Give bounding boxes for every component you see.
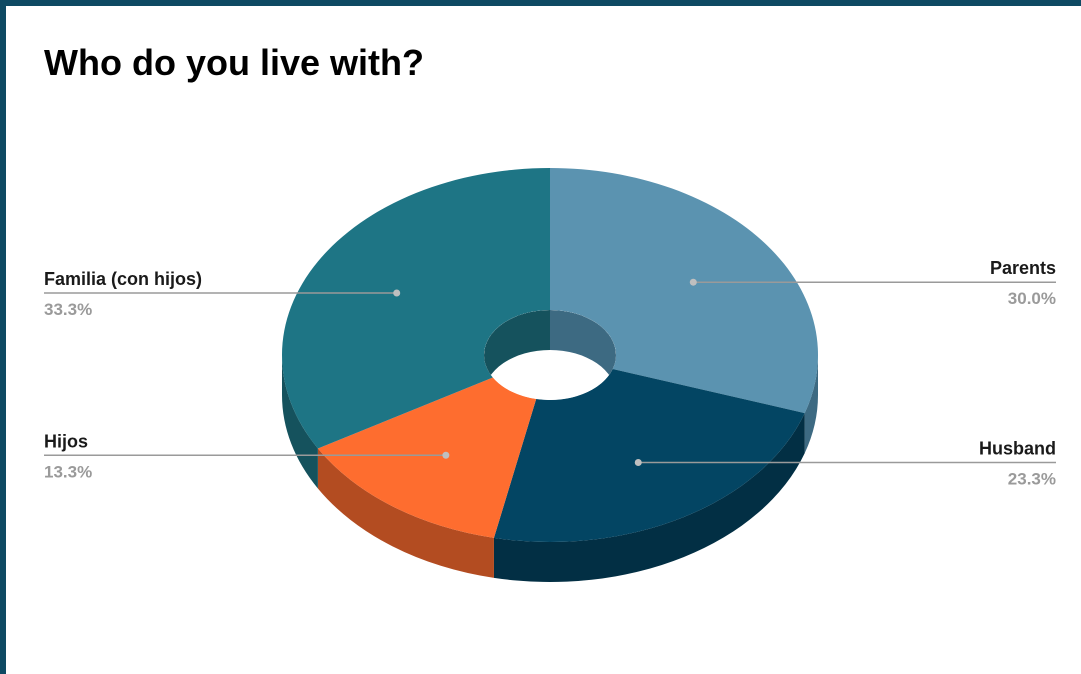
chart-title: Who do you live with? — [44, 42, 424, 83]
pie-labels: Parents 30.0% Husband 23.3% Hijos 13.3% Famili… — [44, 258, 1056, 488]
percent-hijos: 13.3% — [44, 462, 92, 481]
slice-inner-wall-familia-con-hijos-1 — [484, 310, 550, 395]
slice-side-hijos — [317, 448, 494, 578]
leader-dot-husband — [634, 458, 642, 466]
slice-familia-con-hijos — [282, 168, 550, 449]
slice-side-husband — [493, 413, 805, 582]
label-hijos: Hijos — [44, 431, 88, 451]
slice-hijos — [317, 377, 537, 538]
leader-dot-parents — [689, 278, 697, 286]
pie-hole — [484, 310, 616, 400]
slice-inner-wall-parents-0 — [550, 310, 616, 395]
percent-husband: 23.3% — [1008, 469, 1056, 488]
slice-side-parents — [804, 355, 818, 454]
leader-dot-familia-con-hijos — [393, 289, 401, 297]
label-husband: Husband — [979, 438, 1056, 458]
leader-dot-hijos — [442, 451, 450, 459]
label-familia-con-hijos: Familia (con hijos) — [44, 269, 202, 289]
slice-parents — [550, 168, 818, 414]
percent-familia-con-hijos: 33.3% — [44, 300, 92, 319]
slice-husband — [493, 368, 805, 542]
pie-slices — [282, 168, 818, 542]
percent-parents: 30.0% — [1008, 289, 1056, 308]
label-parents: Parents — [990, 258, 1056, 278]
